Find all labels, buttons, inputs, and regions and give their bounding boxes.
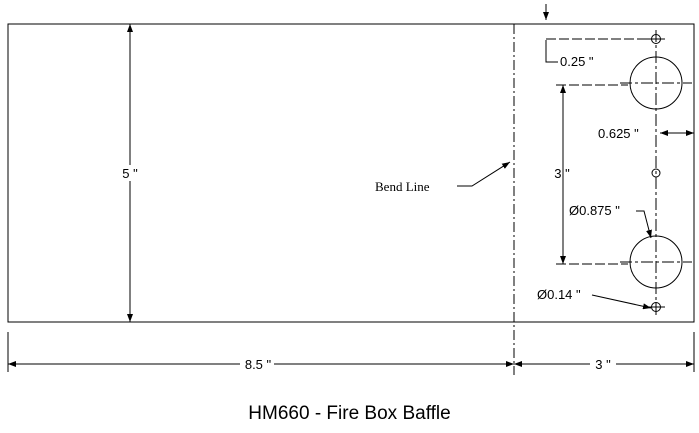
flat-dim-label: 8.5 " [245, 357, 272, 372]
center-hole [651, 168, 661, 178]
part-outline [7, 23, 695, 323]
small-hole-label: Ø0.14 " [537, 287, 581, 302]
hole-spacing-label: 3 " [554, 166, 570, 181]
small-hole-leader [591, 294, 652, 310]
height-dim-label: 5 " [122, 166, 138, 181]
drawing-title: HM660 - Fire Box Baffle [248, 403, 451, 424]
edge-offset-label: 0.625 " [598, 126, 639, 141]
large-hole-label: Ø0.875 " [569, 203, 620, 218]
bend-line-label: Bend Line [375, 179, 430, 194]
flange-dim-label: 3 " [595, 357, 611, 372]
large-hole-leader [636, 210, 652, 239]
bend-line-leader [457, 161, 511, 187]
top-offset-leader [545, 40, 558, 63]
top-offset-label: 0.25 " [560, 54, 594, 69]
